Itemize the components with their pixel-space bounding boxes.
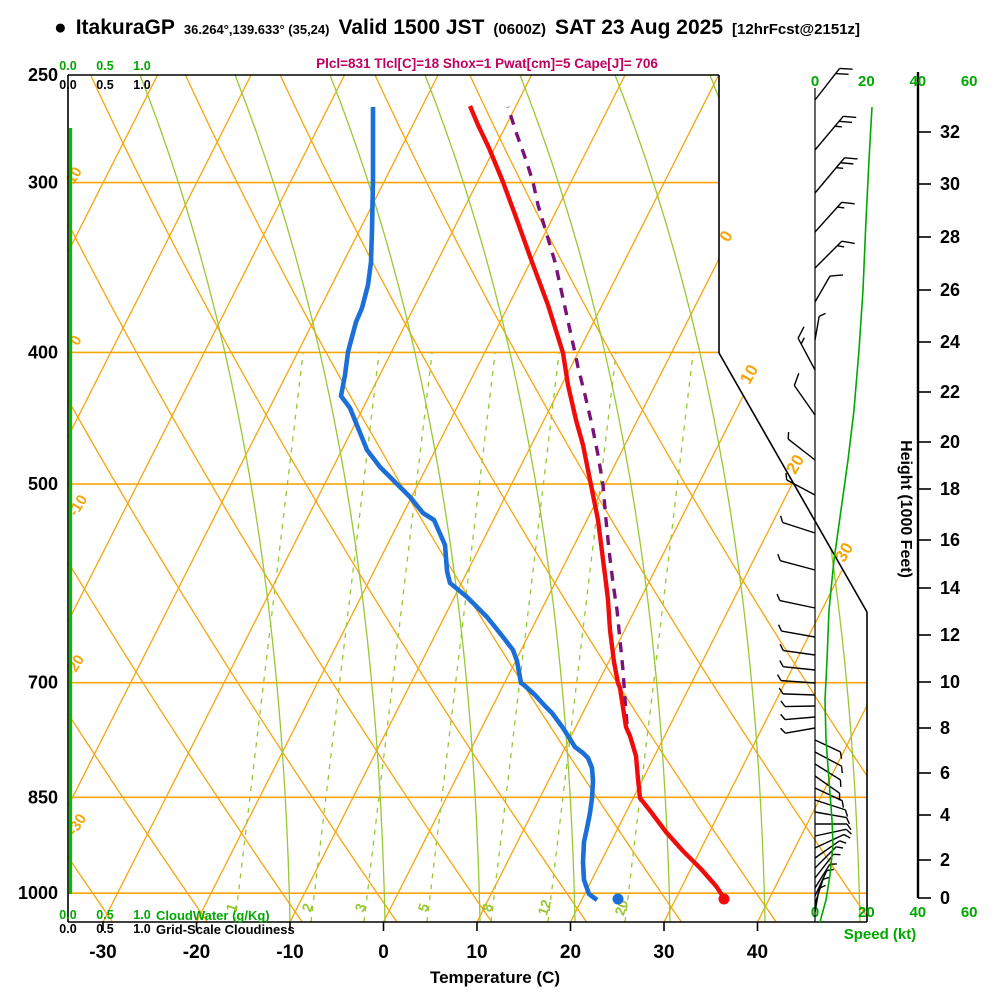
pressure-tick-label: 500 <box>28 474 58 494</box>
height-axis-title: Height (1000 Feet) <box>896 440 914 578</box>
height-tick-label: 28 <box>940 227 960 247</box>
cloudiness-scale-tick: 0.5 <box>96 922 113 936</box>
dry-adiabat-label: -20 <box>62 652 88 679</box>
pressure-tick-label: 400 <box>28 342 58 362</box>
chart-title: ● ItakuraGP 36.264°,139.633° (35,24) Val… <box>54 16 860 40</box>
height-tick-label: 0 <box>940 888 950 908</box>
height-tick-label: 22 <box>940 382 960 402</box>
height-tick-label: 4 <box>940 805 950 825</box>
cloudiness-scale-tick: 0.0 <box>59 922 76 936</box>
pressure-tick-label: 700 <box>28 673 58 693</box>
speed-tick-label: 0 <box>811 73 819 90</box>
surface-temperature-dot <box>718 893 730 905</box>
temperature-tick-label: 20 <box>560 942 581 963</box>
height-tick-label: 8 <box>940 718 950 738</box>
pressure-tick-label: 250 <box>28 65 58 85</box>
dewpoint-curve <box>338 107 599 902</box>
valid-date: SAT 23 Aug 2025 <box>554 16 724 39</box>
cloudwater-scale-tick: 0.5 <box>96 59 113 73</box>
cloudiness-scale-tick: 1.0 <box>133 922 150 936</box>
sounding-indices: Plcl=831 Tlcl[C]=18 Shox=1 Pwat[cm]=5 Ca… <box>316 56 658 71</box>
pressure-tick-label: 300 <box>28 173 58 193</box>
pressure-tick-label: 1000 <box>18 883 58 903</box>
cloudwater-scale-tick: 1.0 <box>133 59 150 73</box>
cloudiness-scale-tick: 1.0 <box>133 78 150 92</box>
mixing-ratio-label: 2 <box>298 901 316 914</box>
temperature-tick-label: -30 <box>89 942 116 963</box>
temperature-tick-label: 30 <box>653 942 674 963</box>
height-tick-label: 18 <box>940 479 960 499</box>
mixing-ratio-label: 12 <box>534 897 554 917</box>
wind-speed-curve <box>819 106 873 923</box>
speed-tick-label: 60 <box>961 73 978 90</box>
temperature-curve <box>467 105 726 900</box>
cloudwater-scale-tick: 0.0 <box>59 908 76 922</box>
pressure-tick-label: 850 <box>28 787 58 807</box>
temperature-tick-label: -10 <box>276 942 303 963</box>
cloudwater-scale-tick: 0.5 <box>96 908 113 922</box>
speed-tick-label: 20 <box>858 73 875 90</box>
cloudiness-scale-tick: 0.5 <box>96 78 113 92</box>
temperature-axis-title: Temperature (C) <box>429 968 561 987</box>
speed-tick-label: 40 <box>909 73 926 90</box>
height-tick-label: 14 <box>940 578 960 598</box>
cloudiness-scale-title: Grid-Scale Cloudiness <box>156 922 295 937</box>
surface-dewpoint-dot <box>612 893 624 905</box>
forecast-tag: [12hrFcst@2151z] <box>732 21 861 38</box>
temperature-tick-label: 40 <box>747 942 768 963</box>
mixing-ratio-label: 5 <box>414 901 432 914</box>
wind-barbs <box>776 67 858 913</box>
height-tick-label: 16 <box>940 530 960 550</box>
height-tick-label: 10 <box>940 672 960 692</box>
station-name: ItakuraGP <box>75 16 175 39</box>
speed-axis-title: Speed (kt) <box>843 926 917 943</box>
height-tick-label: 12 <box>940 625 960 645</box>
valid-utc: (0600Z) <box>493 21 546 38</box>
height-tick-label: 32 <box>940 122 960 142</box>
cloudwater-scale-title: CloudWater (g/Kg) <box>156 908 270 923</box>
height-tick-label: 2 <box>940 850 950 870</box>
cloudwater-scale-tick: 0.0 <box>59 59 76 73</box>
cloudwater-scale-tick: 1.0 <box>133 908 150 922</box>
valid-time: Valid 1500 JST <box>338 16 485 39</box>
station-bullet-icon: ● <box>54 16 67 39</box>
height-tick-label: 6 <box>940 763 950 783</box>
station-coords: 36.264°,139.633° (35,24) <box>183 22 330 37</box>
dry-adiabat-label: 10 <box>63 164 86 187</box>
temperature-tick-label: -20 <box>183 942 210 963</box>
height-tick-label: 20 <box>940 432 960 452</box>
speed-tick-label: 20 <box>858 904 875 921</box>
temperature-tick-label: 10 <box>466 942 487 963</box>
height-tick-label: 30 <box>940 174 960 194</box>
temperature-tick-label: 0 <box>378 942 389 963</box>
height-tick-label: 26 <box>940 280 960 300</box>
speed-tick-label: 40 <box>909 904 926 921</box>
height-tick-label: 24 <box>940 332 960 352</box>
plot-frame <box>67 74 868 923</box>
cloudiness-scale-tick: 0.0 <box>59 78 76 92</box>
skewt-grid <box>68 75 867 922</box>
speed-tick-label: 60 <box>961 904 978 921</box>
mixing-ratio-label: 3 <box>351 901 369 914</box>
isotherm-label: 10 <box>736 361 762 387</box>
sounding-curves <box>338 105 730 905</box>
parcel-curve <box>506 106 629 725</box>
